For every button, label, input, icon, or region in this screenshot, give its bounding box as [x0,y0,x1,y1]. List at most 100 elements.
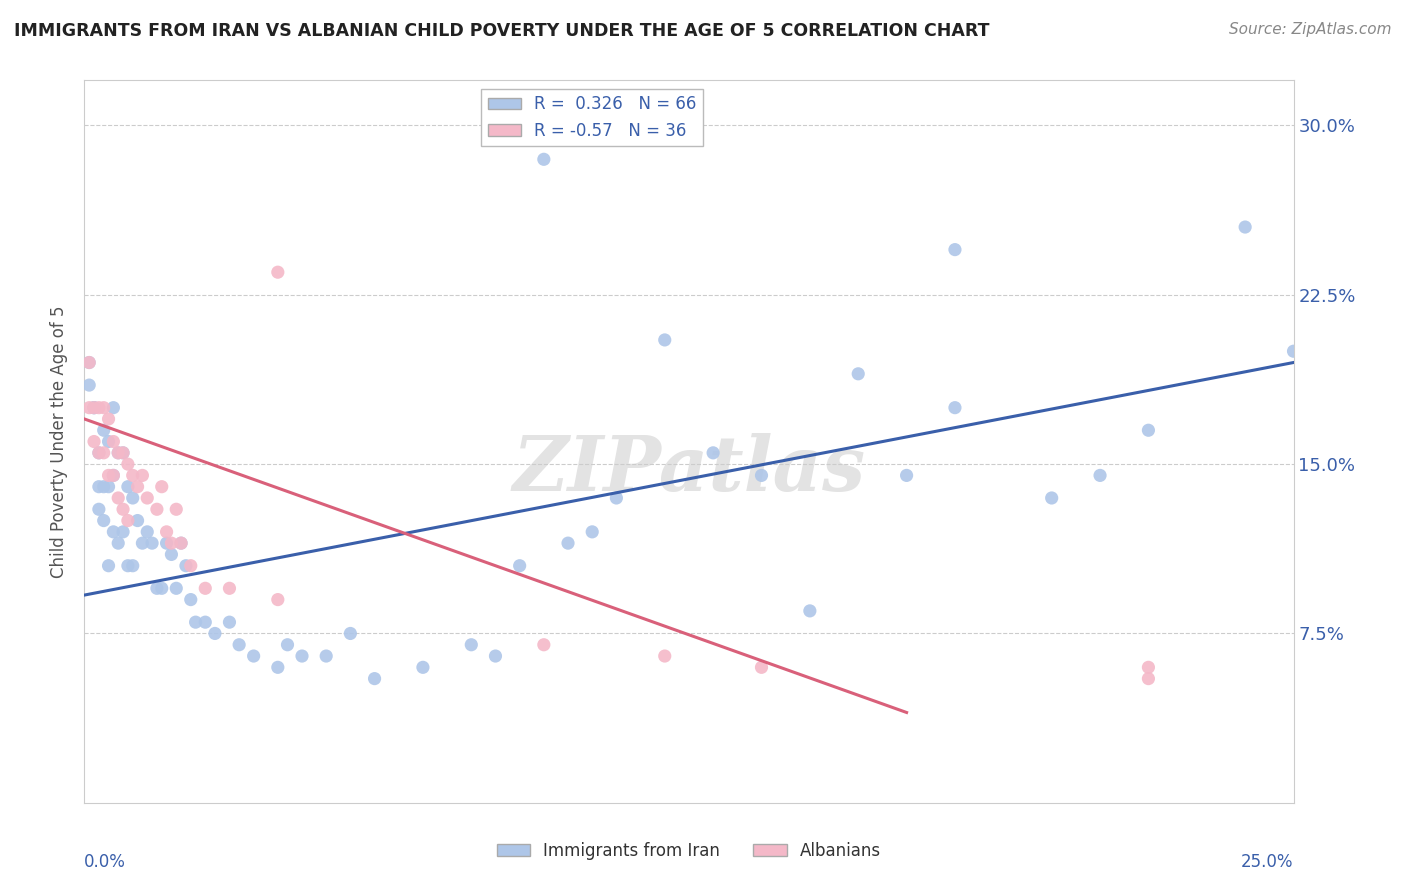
Point [103,401,125,415]
Point [107,446,129,460]
Point [107,491,129,505]
Point [117,514,139,528]
Point [83,434,105,449]
Point [97,480,120,494]
Text: IMMIGRANTS FROM IRAN VS ALBANIAN CHILD POVERTY UNDER THE AGE OF 5 CORRELATION CH: IMMIGRANTS FROM IRAN VS ALBANIAN CHILD P… [14,22,990,40]
Point [112,502,135,516]
Point [267,592,290,607]
Point [291,648,314,663]
Point [160,536,183,550]
Point [654,333,676,347]
Point [83,401,105,415]
Point [77,355,100,369]
Point [87,446,110,460]
Point [1137,423,1160,437]
Point [127,480,149,494]
Point [184,615,207,630]
Point [146,582,169,596]
Point [112,524,135,539]
Point [83,401,105,415]
Point [605,491,627,505]
Point [194,582,217,596]
Point [896,468,918,483]
Point [136,524,159,539]
Point [87,502,110,516]
Point [1137,672,1160,686]
Point [533,638,555,652]
Point [1040,491,1063,505]
Point [165,502,187,516]
Point [93,446,115,460]
Point [412,660,434,674]
Point [117,457,139,471]
Point [943,401,966,415]
Point [1088,468,1111,483]
Point [141,536,163,550]
Point [77,401,100,415]
Point [218,582,240,596]
Point [165,582,187,596]
Legend: Immigrants from Iran, Albanians: Immigrants from Iran, Albanians [489,836,889,867]
Point [150,480,173,494]
Point [751,660,773,674]
Point [460,638,482,652]
Point [943,243,966,257]
Point [87,480,110,494]
Point [170,536,193,550]
Point [93,401,115,415]
Text: ZIPatlas: ZIPatlas [512,434,866,508]
Point [121,468,143,483]
Point [87,446,110,460]
Point [97,434,120,449]
Point [107,536,129,550]
Point [170,536,193,550]
Point [1282,344,1305,359]
Text: Source: ZipAtlas.com: Source: ZipAtlas.com [1229,22,1392,37]
Point [131,536,153,550]
Point [557,536,579,550]
Point [155,524,177,539]
Point [1137,660,1160,674]
Point [93,514,115,528]
Point [117,558,139,573]
Text: 25.0%: 25.0% [1241,854,1294,871]
Point [83,401,105,415]
Point [484,648,506,663]
Point [194,615,217,630]
Point [363,672,385,686]
Point [799,604,821,618]
Point [93,480,115,494]
Point [103,434,125,449]
Point [702,446,724,460]
Point [174,558,197,573]
Point [180,558,202,573]
Point [97,412,120,426]
Point [267,265,290,279]
Point [509,558,531,573]
Point [121,558,143,573]
Point [267,660,290,674]
Point [87,401,110,415]
Point [315,648,337,663]
Point [1234,220,1257,235]
Point [121,491,143,505]
Point [112,446,135,460]
Point [160,548,183,562]
Point [117,480,139,494]
Point [228,638,250,652]
Point [581,524,603,539]
Text: 0.0%: 0.0% [84,854,127,871]
Point [136,491,159,505]
Point [533,153,555,167]
Point [97,468,120,483]
Point [339,626,361,640]
Point [846,367,869,381]
Point [77,378,100,392]
Point [127,514,149,528]
Y-axis label: Child Poverty Under the Age of 5: Child Poverty Under the Age of 5 [51,305,69,578]
Point [276,638,298,652]
Point [751,468,773,483]
Point [103,524,125,539]
Point [103,468,125,483]
Point [77,355,100,369]
